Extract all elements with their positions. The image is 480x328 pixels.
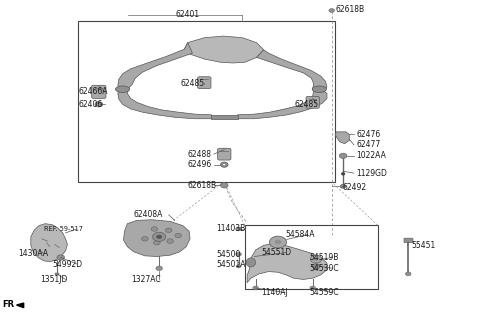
Text: 54992D: 54992D [52, 259, 83, 269]
Circle shape [142, 236, 148, 241]
Text: 62485: 62485 [180, 79, 204, 88]
Circle shape [156, 235, 162, 239]
Ellipse shape [246, 258, 256, 267]
Circle shape [236, 227, 241, 231]
Polygon shape [335, 132, 349, 144]
Text: 62488: 62488 [188, 150, 212, 159]
Bar [55, 273, 59, 275]
Text: 62496: 62496 [188, 160, 212, 169]
Circle shape [154, 240, 160, 245]
Text: 62401: 62401 [176, 10, 200, 19]
Ellipse shape [312, 86, 326, 92]
Text: 1351JD: 1351JD [40, 275, 68, 284]
Polygon shape [17, 303, 24, 308]
Circle shape [406, 272, 411, 276]
Circle shape [313, 257, 318, 261]
Polygon shape [184, 36, 264, 63]
Text: 62485: 62485 [295, 100, 319, 109]
Circle shape [236, 265, 241, 268]
FancyBboxPatch shape [306, 96, 319, 108]
Circle shape [312, 264, 320, 269]
FancyBboxPatch shape [92, 85, 106, 98]
Text: 62408A: 62408A [133, 210, 162, 219]
Text: 11403B: 11403B [216, 224, 245, 234]
Circle shape [339, 153, 347, 158]
Circle shape [223, 164, 226, 166]
Text: 62406: 62406 [78, 100, 103, 109]
Polygon shape [31, 224, 67, 262]
Circle shape [341, 173, 345, 175]
Text: 62492: 62492 [342, 183, 366, 192]
FancyBboxPatch shape [217, 148, 231, 160]
Polygon shape [247, 243, 327, 283]
Circle shape [310, 286, 315, 290]
Polygon shape [123, 220, 190, 256]
Circle shape [340, 184, 346, 188]
Circle shape [156, 266, 163, 271]
Circle shape [167, 239, 173, 243]
Bar [245, 225, 378, 289]
Circle shape [175, 233, 181, 238]
Circle shape [97, 103, 100, 105]
Circle shape [95, 102, 103, 107]
Circle shape [329, 9, 335, 12]
Circle shape [153, 232, 166, 241]
Circle shape [269, 236, 287, 248]
Circle shape [310, 255, 322, 263]
Circle shape [236, 252, 241, 256]
Polygon shape [238, 89, 327, 119]
Text: 62477: 62477 [357, 140, 381, 150]
FancyBboxPatch shape [198, 77, 211, 89]
Text: 54519B: 54519B [309, 253, 338, 262]
Circle shape [220, 162, 228, 167]
Circle shape [253, 286, 259, 290]
Text: 55451: 55451 [411, 241, 435, 250]
Text: 54530C: 54530C [309, 264, 338, 273]
Circle shape [151, 227, 158, 231]
Polygon shape [118, 43, 192, 89]
Circle shape [220, 183, 228, 188]
Circle shape [57, 255, 65, 260]
Text: 1022AA: 1022AA [357, 151, 386, 160]
Text: 62618B: 62618B [188, 181, 217, 190]
Text: 54500: 54500 [216, 250, 240, 259]
Text: 54551D: 54551D [261, 248, 291, 257]
FancyBboxPatch shape [404, 238, 413, 243]
Text: 54584A: 54584A [285, 230, 314, 239]
Polygon shape [257, 50, 327, 91]
Text: 1430AA: 1430AA [18, 249, 48, 258]
Text: FR: FR [2, 300, 14, 309]
Text: 54559C: 54559C [309, 288, 338, 297]
Polygon shape [118, 89, 212, 119]
Polygon shape [212, 115, 238, 119]
Text: 1129GD: 1129GD [357, 169, 387, 178]
Text: 54501A: 54501A [216, 259, 246, 269]
Circle shape [165, 228, 172, 233]
Bar [78, 21, 335, 182]
Text: 62618B: 62618B [335, 5, 364, 14]
Text: REF. 59-517: REF. 59-517 [44, 226, 83, 232]
Circle shape [275, 240, 281, 244]
Text: 62476: 62476 [357, 130, 381, 139]
Ellipse shape [115, 86, 130, 92]
Text: 62466A: 62466A [78, 87, 108, 96]
Text: 1140AJ: 1140AJ [261, 288, 288, 297]
Text: 1327AC: 1327AC [132, 275, 161, 284]
